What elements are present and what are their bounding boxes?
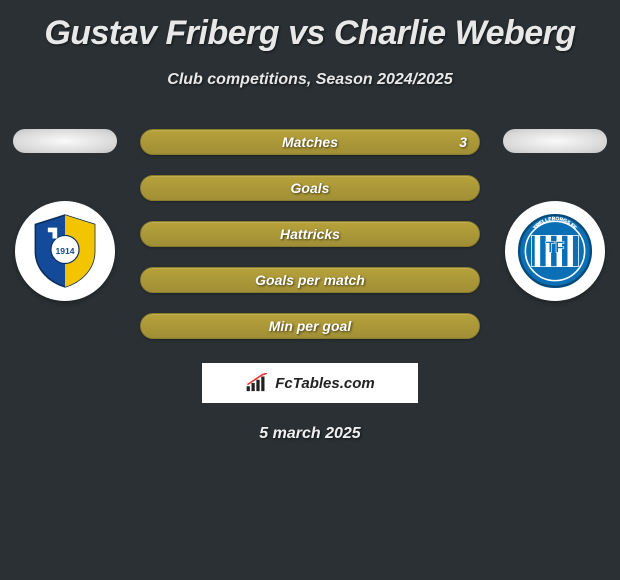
page-title: Gustav Friberg vs Charlie Weberg — [0, 14, 620, 53]
svg-text:1914: 1914 — [55, 246, 74, 256]
main-layout: 1914 Matches 3 Goals Hattricks Goals per… — [0, 129, 620, 339]
stat-value-right: 3 — [459, 134, 467, 150]
trelleborg-crest-icon: TF TRELLEBORGS FF TRELLEBORGS FF — [516, 212, 594, 290]
player1-club-crest: 1914 — [15, 201, 115, 301]
subtitle: Club competitions, Season 2024/2025 — [0, 71, 620, 89]
player2-avatar — [503, 129, 607, 153]
player1-avatar — [13, 129, 117, 153]
stat-label: Min per goal — [269, 318, 351, 334]
stat-bar-hattricks: Hattricks — [140, 221, 480, 247]
stat-label: Goals — [291, 180, 330, 196]
stat-bar-min-per-goal: Min per goal — [140, 313, 480, 339]
player2-name: Charlie Weberg — [334, 14, 576, 52]
halmstad-crest-icon: 1914 — [26, 212, 104, 290]
stat-bar-goals: Goals — [140, 175, 480, 201]
date-label: 5 march 2025 — [0, 425, 620, 443]
stat-label: Goals per match — [255, 272, 365, 288]
stat-label: Matches — [282, 134, 338, 150]
comparison-widget: Gustav Friberg vs Charlie Weberg Club co… — [0, 0, 620, 453]
vs-label: vs — [288, 14, 325, 52]
left-side: 1914 — [10, 129, 120, 301]
right-side: TF TRELLEBORGS FF TRELLEBORGS FF — [500, 129, 610, 301]
stat-label: Hattricks — [280, 226, 340, 242]
stat-bars: Matches 3 Goals Hattricks Goals per matc… — [140, 129, 480, 339]
brand-badge[interactable]: FcTables.com — [202, 363, 418, 403]
player1-name: Gustav Friberg — [44, 14, 279, 52]
stat-bar-goals-per-match: Goals per match — [140, 267, 480, 293]
svg-text:TF: TF — [545, 240, 564, 257]
stat-bar-matches: Matches 3 — [140, 129, 480, 155]
fctables-logo-icon — [245, 373, 271, 393]
player2-club-crest: TF TRELLEBORGS FF TRELLEBORGS FF — [505, 201, 605, 301]
brand-text: FcTables.com — [275, 375, 374, 392]
